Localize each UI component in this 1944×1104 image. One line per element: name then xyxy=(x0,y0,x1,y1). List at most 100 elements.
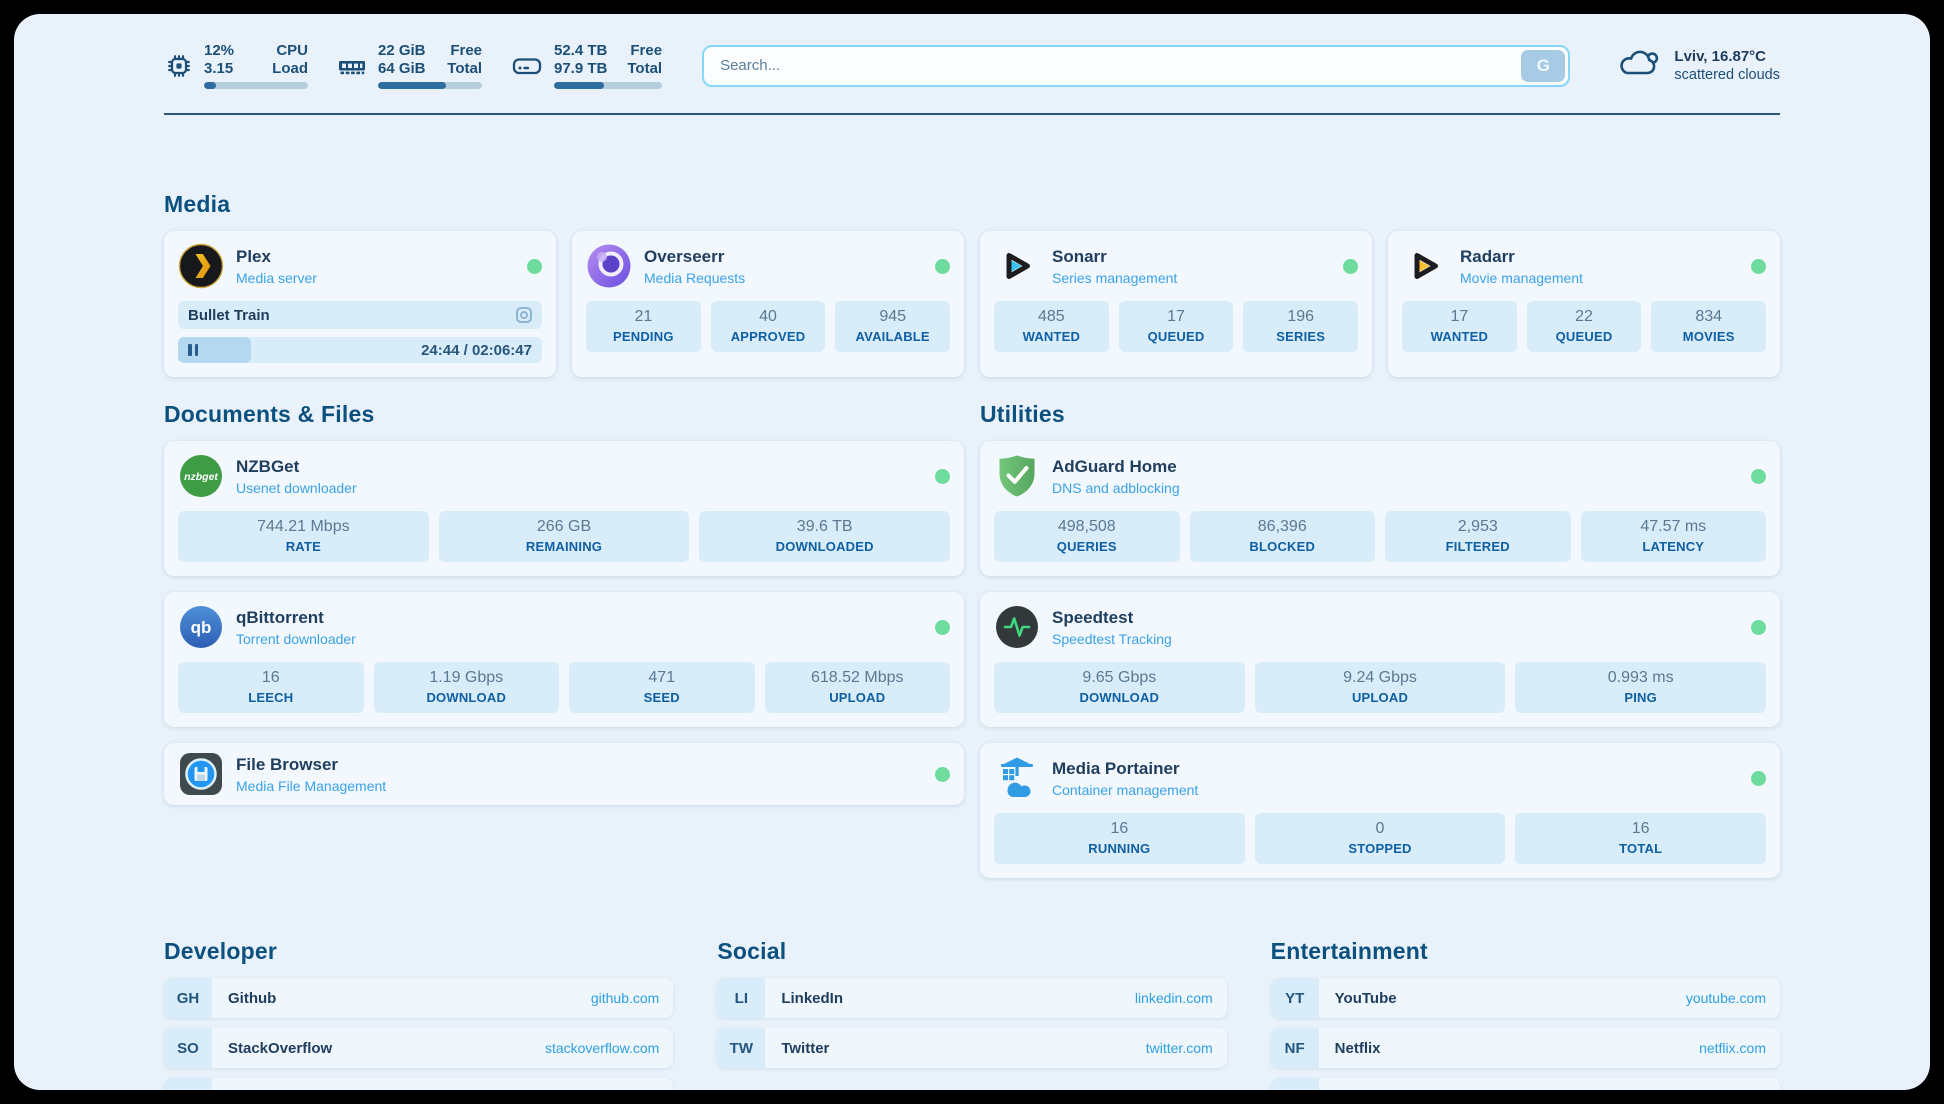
app-description: Media File Management xyxy=(236,777,387,794)
card-head: Media Portainer Container management xyxy=(994,755,1766,801)
stat-box: 2,953 FILTERED xyxy=(1385,511,1571,562)
stat-label: MOVIES xyxy=(1682,329,1735,344)
app-card-overseerr[interactable]: Overseerr Media Requests 21 PENDING 40 A… xyxy=(572,231,964,377)
stat-value: 9.24 Gbps xyxy=(1343,669,1417,686)
app-card-speedtest[interactable]: Speedtest Speedtest Tracking 9.65 Gbps D… xyxy=(980,592,1780,727)
bookmark-twitter[interactable]: TW Twitter twitter.com xyxy=(717,1028,1227,1068)
app-card-radarr[interactable]: Radarr Movie management 17 WANTED 22 QUE… xyxy=(1388,231,1780,377)
stat-box: 618.52 Mbps UPLOAD xyxy=(764,662,950,713)
sonarr-icon xyxy=(994,243,1040,289)
portainer-icon xyxy=(994,755,1040,801)
card-head: Radarr Movie management xyxy=(1402,243,1766,289)
app-card-sonarr[interactable]: Sonarr Series management 485 WANTED 17 Q… xyxy=(980,231,1372,377)
search-engine-button[interactable]: G xyxy=(1521,49,1566,82)
stat-label: STOPPED xyxy=(1348,841,1412,856)
bookmark-group-developer: Developer GH Github github.com SO StackO… xyxy=(164,938,674,1091)
app-card-filebrowser[interactable]: File Browser Media File Management xyxy=(164,743,964,805)
cpu-label: CPU xyxy=(276,42,308,59)
memory-progress-bar xyxy=(378,82,482,89)
bookmark-columns: Developer GH Github github.com SO StackO… xyxy=(164,938,1780,1090)
app-meta: Overseerr Media Requests xyxy=(644,247,745,286)
bookmark-name: DEV xyxy=(228,1090,259,1091)
bookmark-name: Twitter xyxy=(781,1039,830,1057)
stat-label: PING xyxy=(1624,690,1657,705)
topbar-divider xyxy=(164,113,1780,115)
cpu-chip-icon xyxy=(164,51,194,81)
section-title-documents: Documents & Files xyxy=(164,401,375,427)
status-dot-online xyxy=(935,258,950,274)
app-meta: Plex Media server xyxy=(236,247,317,286)
utilities-card-stack: AdGuard Home DNS and adblocking 498,508 … xyxy=(980,441,1780,878)
card-head: nzbget NZBGet Usenet downloader xyxy=(178,453,950,499)
app-card-qbittorrent[interactable]: qb qBittorrent Torrent downloader 16 LEE… xyxy=(164,592,964,727)
bookmark-netflix[interactable]: NF Netflix netflix.com xyxy=(1270,1028,1780,1068)
stats-row: 9.65 Gbps DOWNLOAD 9.24 Gbps UPLOAD 0.99… xyxy=(994,662,1767,713)
card-head: File Browser Media File Management xyxy=(178,751,950,797)
stat-box: 266 GB REMAINING xyxy=(438,511,690,562)
bookmark-github[interactable]: GH Github github.com xyxy=(164,978,674,1018)
app-card-nzbget[interactable]: nzbget NZBGet Usenet downloader 744.21 M… xyxy=(164,441,964,576)
stat-box: 16 RUNNING xyxy=(994,813,1245,864)
bookmark-name: YouTube xyxy=(1334,989,1397,1007)
stat-label: QUEUED xyxy=(1555,329,1613,344)
memory-total-label: Total xyxy=(447,60,482,77)
stat-value: 16 xyxy=(261,669,280,686)
bookmark-abbr: RE xyxy=(1270,1078,1319,1090)
stat-value: 9.65 Gbps xyxy=(1082,669,1157,686)
search-input[interactable] xyxy=(702,44,1571,87)
hard-drive-icon xyxy=(510,51,544,81)
bookmark-stackoverflow[interactable]: SO StackOverflow stackoverflow.com xyxy=(164,1028,674,1068)
app-meta: File Browser Media File Management xyxy=(236,755,386,794)
app-description: Media server xyxy=(236,269,317,286)
system-widgets: 12% 3.15 CPU Load xyxy=(164,42,663,89)
overseerr-icon xyxy=(586,243,632,289)
stat-box: 0.993 ms PING xyxy=(1515,662,1767,713)
stat-box: 9.65 Gbps DOWNLOAD xyxy=(994,662,1245,713)
app-card-plex[interactable]: Plex Media server Bullet Train 24:44 / 0… xyxy=(164,231,556,377)
stat-box: 16 TOTAL xyxy=(1515,813,1767,864)
card-head: Plex Media server xyxy=(178,243,542,289)
session-device-icon[interactable] xyxy=(516,307,532,323)
bookmark-linkedin[interactable]: LI LinkedIn linkedin.com xyxy=(717,978,1227,1018)
storage-free-value: 52.4 TB xyxy=(554,42,608,59)
stats-row: 744.21 Mbps RATE 266 GB REMAINING 39.6 T… xyxy=(178,511,951,562)
stat-label: LATENCY xyxy=(1642,539,1705,554)
bookmark-url: twitter.com xyxy=(1145,1040,1213,1056)
app-meta: qBittorrent Torrent downloader xyxy=(236,608,356,647)
stat-label: BLOCKED xyxy=(1249,539,1316,554)
stat-value: 618.52 Mbps xyxy=(810,669,904,686)
bookmark-youtube[interactable]: YT YouTube youtube.com xyxy=(1270,978,1780,1018)
app-description: Movie management xyxy=(1460,269,1583,286)
cloud-icon xyxy=(1616,44,1662,87)
storage-progress-bar xyxy=(554,82,663,89)
playback-progress-bar: 24:44 / 02:06:47 xyxy=(178,337,542,363)
stat-value: 16 xyxy=(1110,820,1129,837)
bookmark-url: stackoverflow.com xyxy=(544,1040,660,1056)
stat-box: 485 WANTED xyxy=(994,301,1109,352)
bookmark-group-title: Social xyxy=(717,938,787,964)
app-meta: Radarr Movie management xyxy=(1460,247,1583,286)
stat-box: 196 SERIES xyxy=(1243,301,1359,352)
app-card-portainer[interactable]: Media Portainer Container management 16 … xyxy=(980,743,1780,878)
bookmark-group-social: Social LI LinkedIn linkedin.com TW Twitt… xyxy=(717,938,1227,1090)
stat-label: REMAINING xyxy=(525,539,603,554)
stat-label: PENDING xyxy=(613,329,674,344)
stat-label: DOWNLOADED xyxy=(775,539,874,554)
stats-row: 16 RUNNING 0 STOPPED 16 TOTAL xyxy=(994,813,1767,864)
bookmark-dev[interactable]: DT DEV dev.to xyxy=(164,1078,674,1091)
bookmark-url: github.com xyxy=(590,990,660,1006)
stat-box: 16 LEECH xyxy=(178,662,364,713)
now-playing-title-row: Bullet Train xyxy=(178,301,542,329)
cpu-load-value: 3.15 xyxy=(204,60,234,77)
playback-time: 24:44 / 02:06:47 xyxy=(421,341,532,359)
stat-box: 39.6 TB DOWNLOADED xyxy=(699,511,951,562)
bookmark-url: youtube.com xyxy=(1685,990,1766,1006)
app-card-adguard[interactable]: AdGuard Home DNS and adblocking 498,508 … xyxy=(980,441,1780,576)
now-playing-title: Bullet Train xyxy=(188,306,270,324)
stat-label: RUNNING xyxy=(1088,841,1151,856)
bookmark-name: Reddit xyxy=(1335,1090,1382,1091)
storage-widget-body: 52.4 TB 97.9 TB Free Total xyxy=(554,42,663,89)
bookmark-reddit[interactable]: RE Reddit reddit.com xyxy=(1270,1078,1780,1091)
stat-box: 47.57 ms LATENCY xyxy=(1580,511,1766,562)
weather-widget: Lviv, 16.87°C scattered clouds xyxy=(1616,44,1780,87)
